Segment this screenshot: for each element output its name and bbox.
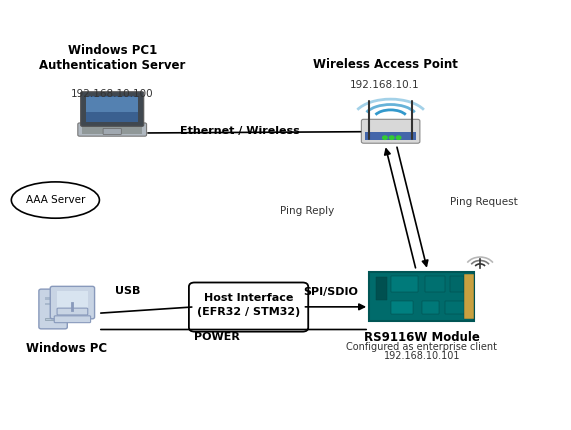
FancyBboxPatch shape: [81, 92, 144, 126]
FancyBboxPatch shape: [54, 316, 91, 322]
Ellipse shape: [11, 182, 99, 218]
FancyBboxPatch shape: [451, 276, 464, 292]
FancyBboxPatch shape: [376, 277, 387, 301]
Text: 192.168.10.101: 192.168.10.101: [384, 351, 460, 361]
FancyBboxPatch shape: [86, 96, 138, 122]
FancyBboxPatch shape: [82, 126, 142, 134]
FancyBboxPatch shape: [361, 119, 420, 143]
Text: Ping Request: Ping Request: [451, 197, 518, 207]
FancyBboxPatch shape: [45, 318, 62, 320]
FancyBboxPatch shape: [39, 289, 67, 329]
FancyBboxPatch shape: [369, 272, 475, 321]
FancyBboxPatch shape: [57, 291, 89, 314]
Text: 192.168.10.1: 192.168.10.1: [350, 80, 420, 90]
Text: Wireless Access Point: Wireless Access Point: [312, 58, 457, 71]
FancyBboxPatch shape: [86, 97, 138, 112]
Text: RS9116W Module: RS9116W Module: [364, 331, 480, 344]
Text: AAA Server: AAA Server: [26, 195, 85, 205]
Text: Ping Reply: Ping Reply: [280, 206, 334, 216]
Circle shape: [383, 136, 387, 139]
FancyBboxPatch shape: [391, 276, 418, 292]
FancyBboxPatch shape: [103, 129, 121, 135]
Text: USB: USB: [115, 286, 140, 296]
FancyBboxPatch shape: [78, 123, 147, 136]
Text: Ethernet / Wireless: Ethernet / Wireless: [180, 126, 300, 136]
Text: Windows PC: Windows PC: [26, 342, 107, 355]
FancyBboxPatch shape: [365, 132, 416, 140]
FancyBboxPatch shape: [189, 283, 308, 332]
FancyBboxPatch shape: [425, 276, 445, 292]
FancyBboxPatch shape: [57, 308, 88, 315]
Text: POWER: POWER: [194, 332, 240, 341]
FancyBboxPatch shape: [45, 297, 62, 300]
FancyBboxPatch shape: [445, 301, 467, 314]
Circle shape: [396, 136, 401, 139]
FancyBboxPatch shape: [45, 303, 62, 305]
FancyBboxPatch shape: [391, 301, 413, 314]
Text: (EFR32 / STM32): (EFR32 / STM32): [197, 307, 300, 317]
Circle shape: [389, 136, 394, 139]
FancyBboxPatch shape: [464, 274, 475, 319]
FancyBboxPatch shape: [50, 286, 95, 319]
Text: Windows PC1
Authentication Server: Windows PC1 Authentication Server: [39, 44, 186, 72]
Text: 192.168.10.100: 192.168.10.100: [71, 89, 154, 99]
FancyBboxPatch shape: [422, 301, 439, 314]
Text: Configured as enterprise client: Configured as enterprise client: [347, 342, 497, 352]
Text: Host Interface: Host Interface: [204, 293, 293, 303]
Text: SPI/SDIO: SPI/SDIO: [304, 287, 359, 298]
